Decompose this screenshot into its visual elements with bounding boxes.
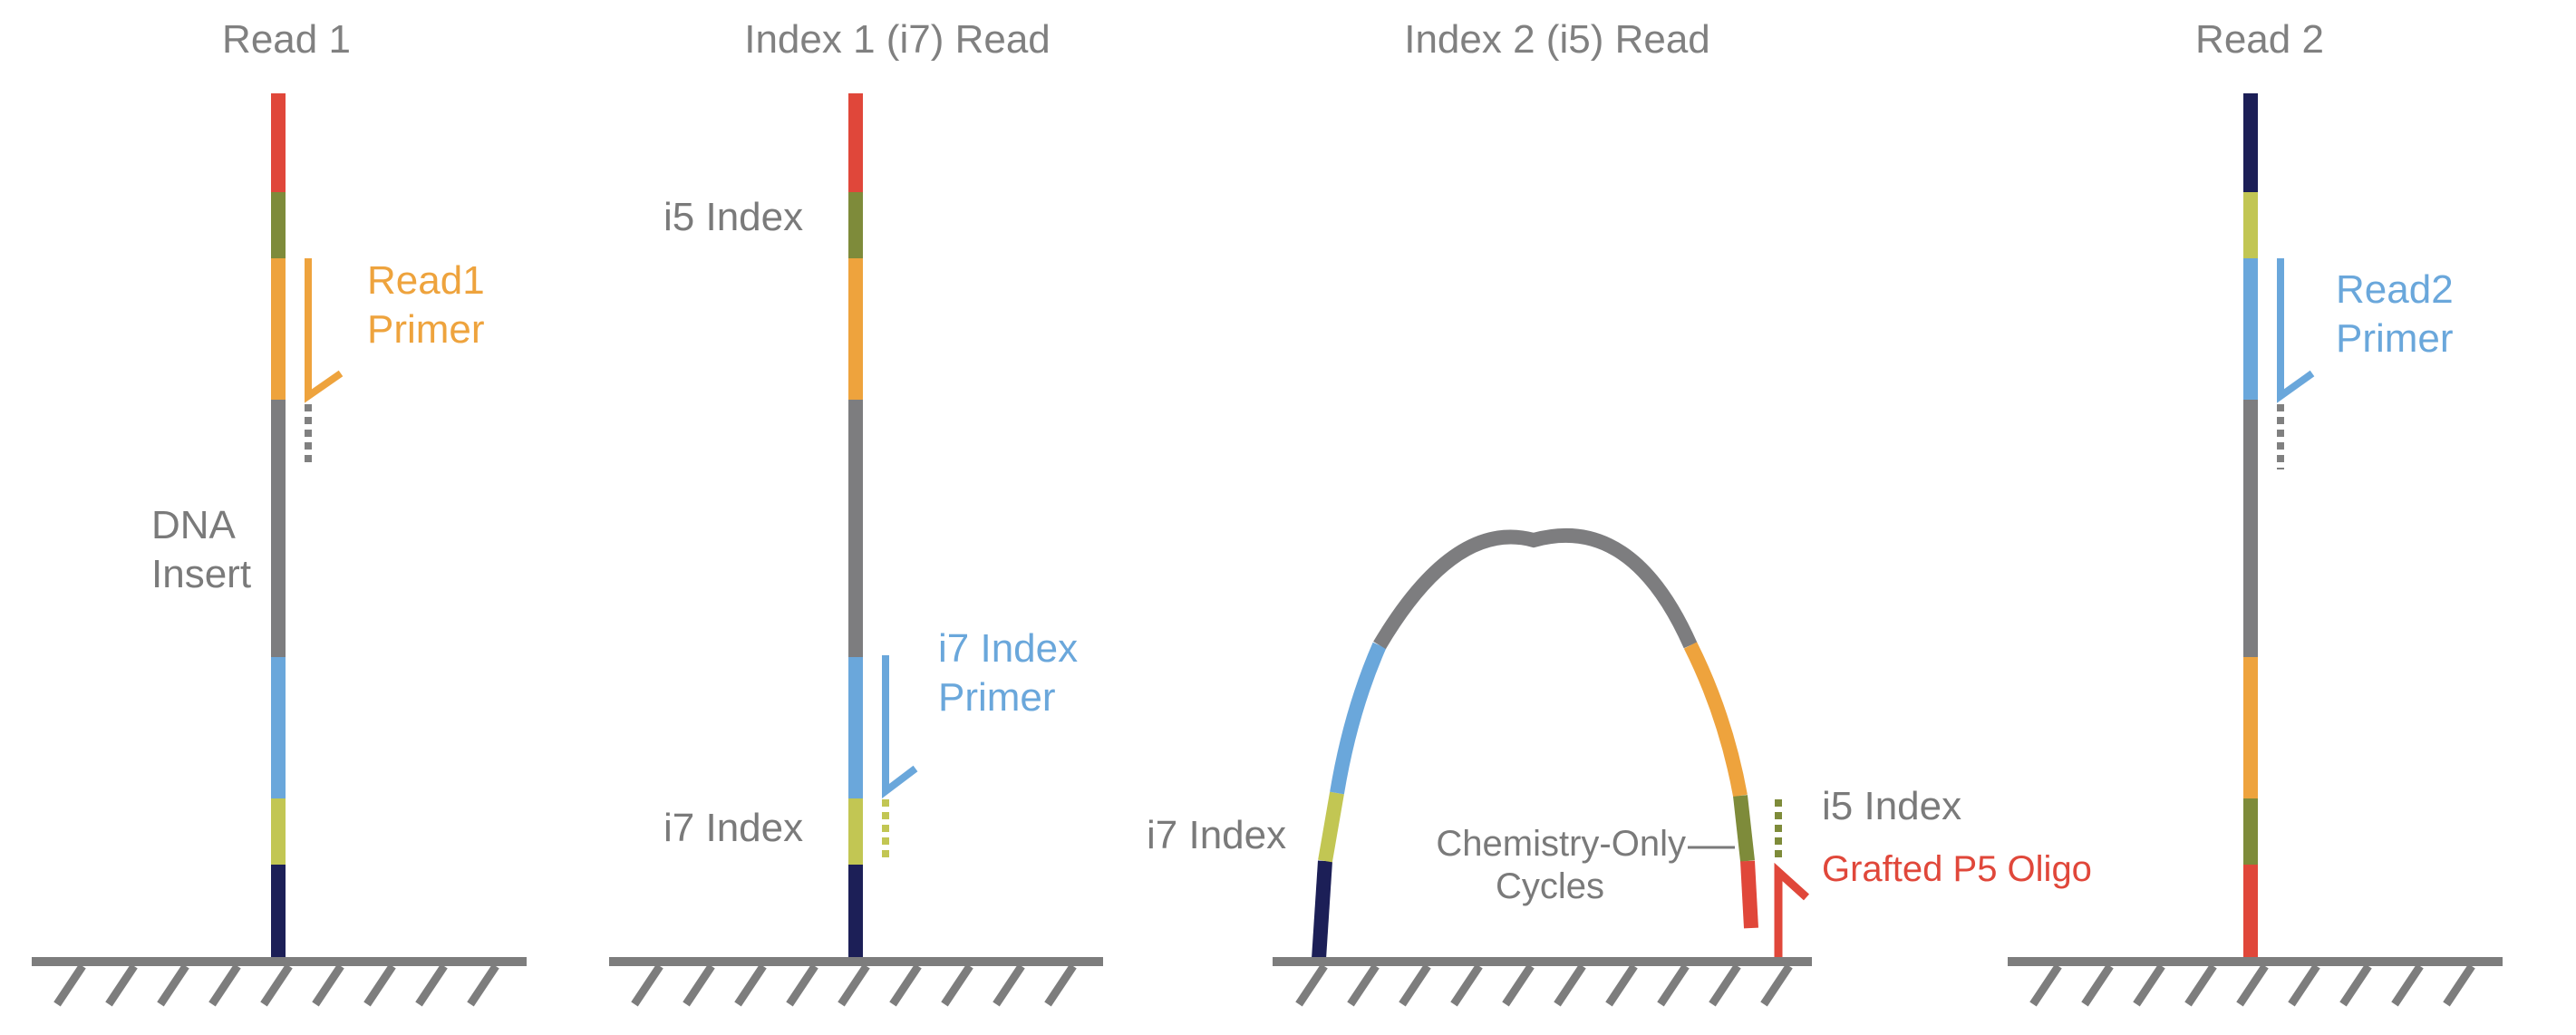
read1-primer-hook xyxy=(305,258,344,403)
panel-title-index1: Index 1 (i7) Read xyxy=(744,17,1051,62)
panel-title-read2: Read 2 xyxy=(2195,17,2324,62)
read2-primer-label-line1: Read2 xyxy=(2336,267,2454,312)
segment-p5-red xyxy=(848,93,863,192)
segment-read2-primer-site xyxy=(2243,258,2258,400)
panel-title-read1: Read 1 xyxy=(222,17,351,62)
read1-primer xyxy=(305,258,344,464)
grafted-p5-oligo-label: Grafted P5 Oligo xyxy=(1822,849,2092,889)
segment-i7-lime xyxy=(2243,192,2258,258)
segment-i5-olive xyxy=(848,192,863,258)
flow-cell-surface-index2 xyxy=(1273,957,1812,1007)
flow-cell-surface-read2 xyxy=(2008,957,2503,1007)
segment-p7-navy xyxy=(271,865,286,959)
segment-p5-red xyxy=(271,93,286,192)
read2-primer-hook xyxy=(2277,258,2315,403)
i7-index-primer xyxy=(882,655,918,863)
read2-primer-label-line2: Primer xyxy=(2336,316,2454,361)
segment-i7-primer-site xyxy=(848,657,863,798)
panel-read1: Read 1 Read1 Primer DNA Insert xyxy=(32,17,527,1007)
segment-read2-primer-site xyxy=(271,657,286,798)
strand-index1 xyxy=(848,93,863,959)
flow-cell-surface-index1 xyxy=(609,957,1103,1007)
bridge-segment-i5-olive xyxy=(1733,795,1755,862)
bridge-segment-i7-lime xyxy=(1318,791,1344,863)
read1-primer-label-line1: Read1 xyxy=(367,258,485,303)
i7-primer-label-line2: Primer xyxy=(938,675,1056,720)
panel-index2: Index 2 (i5) Read i7 Index Chemistry-Onl… xyxy=(1147,17,2092,1007)
segment-i5-olive xyxy=(2243,798,2258,865)
segment-p7-navy xyxy=(848,865,863,959)
bridge-strand xyxy=(1312,527,1758,960)
segment-dna-insert xyxy=(848,400,863,657)
segment-i7-lime xyxy=(848,798,863,865)
read2-primer xyxy=(2277,258,2315,469)
grafted-p5-oligo-hook xyxy=(1774,862,1810,959)
dna-insert-label-line1: DNA xyxy=(151,503,237,547)
chemistry-only-label-line1: Chemistry-Only xyxy=(1436,824,1686,864)
bridge-segment-orange xyxy=(1683,642,1748,798)
segment-p7-navy xyxy=(2243,93,2258,192)
segment-i7-lime xyxy=(271,798,286,865)
panel-index1: Index 1 (i7) Read i5 Index i7 Index i7 I… xyxy=(609,17,1103,1007)
flow-cell-surface-read1 xyxy=(32,957,527,1007)
segment-read1-primer-site xyxy=(2243,657,2258,798)
i5-index-label: i5 Index xyxy=(663,195,803,239)
i7-primer-label-line1: i7 Index xyxy=(938,626,1078,671)
i7-index-label-bridge: i7 Index xyxy=(1147,813,1286,857)
strand-read2 xyxy=(2243,93,2258,959)
segment-read1-primer-site xyxy=(271,258,286,400)
segment-dna-insert xyxy=(2243,400,2258,657)
chemistry-only-label-line2: Cycles xyxy=(1496,866,1604,906)
segment-read1-primer-site xyxy=(848,258,863,400)
bridge-segment-p5-red xyxy=(1740,860,1758,929)
panel-read2: Read 2 Read2 Primer xyxy=(2008,17,2503,1007)
segment-i5-olive xyxy=(271,192,286,258)
strand-read1 xyxy=(271,93,286,959)
bridge-segment-insert xyxy=(1373,527,1698,650)
bridge-segment-p7-navy xyxy=(1312,860,1332,960)
segment-dna-insert xyxy=(271,400,286,657)
read1-primer-label-line2: Primer xyxy=(367,307,485,352)
i5-index-label-bridge: i5 Index xyxy=(1822,784,1961,828)
segment-p5-red xyxy=(2243,865,2258,959)
i7-primer-hook xyxy=(882,655,918,799)
i7-index-label: i7 Index xyxy=(663,806,803,850)
bridge-segment-blue xyxy=(1330,642,1387,795)
dna-insert-label-line2: Insert xyxy=(151,552,251,596)
panel-title-index2: Index 2 (i5) Read xyxy=(1404,17,1710,62)
